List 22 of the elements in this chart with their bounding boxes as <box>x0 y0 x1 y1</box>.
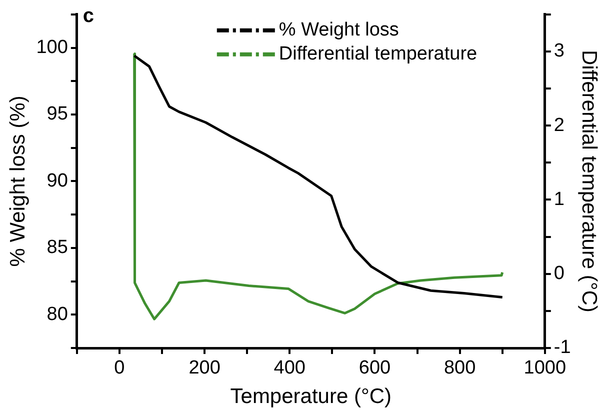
legend-label: % Weight loss <box>278 20 399 41</box>
x-tick-label: 800 <box>444 358 476 379</box>
y2-tick-label: -1 <box>554 337 571 358</box>
y-tick-label: 100 <box>36 36 68 58</box>
x-tick-label: 1000 <box>524 358 566 379</box>
y2-tick-label: 0 <box>554 263 564 284</box>
y2-tick-label: 2 <box>554 114 564 136</box>
y-tick-label: 85 <box>46 237 68 258</box>
x-tick-label: 400 <box>274 358 306 379</box>
y2-tick-label: 3 <box>554 40 564 62</box>
y2-tick-label: 1 <box>554 188 564 210</box>
x-tick-label: 200 <box>188 358 220 379</box>
x-axis-title: Temperature (°C) <box>230 385 392 408</box>
y-tick-label: 90 <box>46 170 68 192</box>
y-tick-label: 80 <box>46 304 68 325</box>
x-tick-label: 0 <box>114 358 125 379</box>
annotation: c <box>82 4 94 27</box>
x-tick-label: 600 <box>358 358 391 379</box>
y-axis-title: % Weight loss (%) <box>6 96 30 267</box>
y2-axis-title: Differential temperature (°C) <box>578 50 601 312</box>
y-tick-label: 95 <box>46 104 68 125</box>
legend-label: Differential temperature <box>278 44 478 65</box>
